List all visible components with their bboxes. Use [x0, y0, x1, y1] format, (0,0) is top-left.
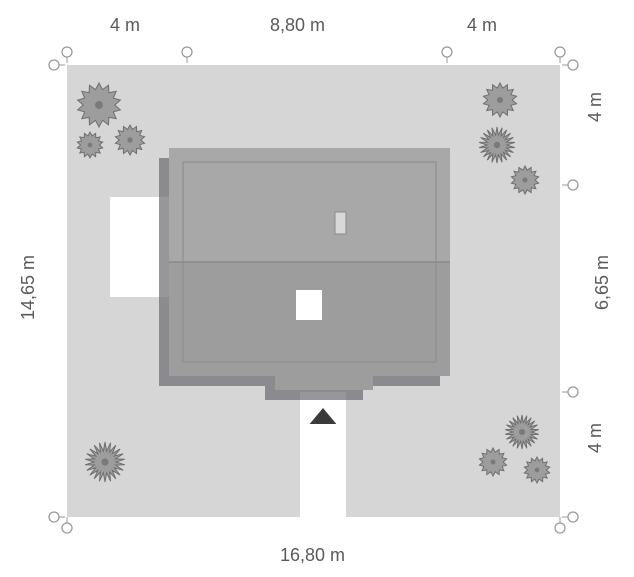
dim-marker [555, 47, 565, 63]
roof-upper [169, 148, 450, 262]
chimney-2 [296, 290, 322, 320]
plan-svg [0, 0, 634, 577]
dim-top-3: 4 m [467, 15, 497, 36]
dim-marker [62, 517, 72, 533]
dim-marker [49, 60, 65, 70]
dim-marker [182, 47, 192, 63]
dim-right-3: 4 m [585, 423, 606, 453]
chimney-1 [335, 212, 346, 234]
dim-top-2: 8,80 m [270, 15, 325, 36]
dim-marker [562, 387, 578, 397]
dim-top-1: 4 m [110, 15, 140, 36]
dim-right-2: 6,65 m [592, 255, 613, 310]
dim-marker [562, 60, 578, 70]
dim-bottom-1: 16,80 m [280, 545, 345, 566]
dim-marker [442, 47, 452, 63]
dim-marker [562, 180, 578, 190]
site-plan: 4 m 8,80 m 4 m 4 m 6,65 m 4 m 16,80 m 14… [0, 0, 634, 577]
garage-roof [275, 376, 373, 390]
dim-marker [562, 512, 578, 522]
dim-right-1: 4 m [585, 92, 606, 122]
dim-marker [49, 512, 65, 522]
dim-marker [62, 47, 72, 63]
dim-left-1: 14,65 m [18, 255, 39, 320]
dim-marker [555, 517, 565, 533]
